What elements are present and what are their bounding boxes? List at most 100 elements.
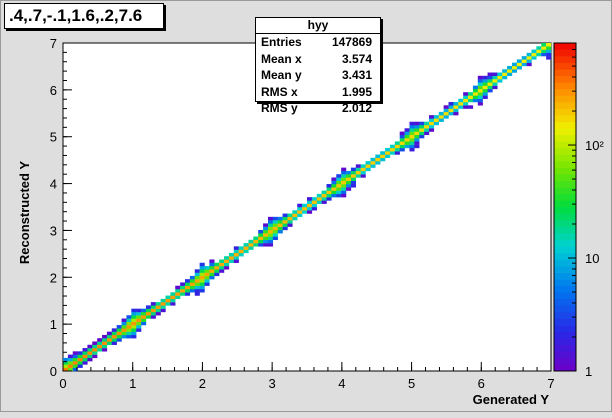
color-bar-swatch [554,95,576,103]
heatmap-cell [414,138,420,142]
heatmap-cell [126,321,132,326]
stats-value: 3.431 [341,68,372,82]
heatmap-cell [414,131,420,136]
heatmap-cell [219,266,225,270]
color-bar-swatch [554,213,576,221]
heatmap-cell [102,341,108,345]
heatmap-cell [546,43,552,47]
heatmap-cell [145,308,152,313]
heatmap-cell [453,111,459,116]
color-bar-swatch [554,56,576,63]
y-tick-label: 4 [50,177,57,192]
heatmap-cell [316,193,322,198]
heatmap-cell [258,229,264,234]
heatmap-cell [341,180,347,185]
y-tick-label: 0 [50,364,57,379]
heatmap-cell [492,85,498,90]
heatmap-cell [341,167,347,172]
heatmap-cell [331,177,337,181]
x-axis-label: Generated Y [473,392,550,407]
heatmap-cell [209,275,215,280]
heatmap-cell [145,311,152,316]
heatmap-cell [199,275,205,280]
color-bar-swatch [554,134,576,142]
heatmap-cell [458,102,464,106]
heatmap-cell [82,354,88,359]
heatmap-cell [409,125,415,129]
stats-label: Mean x [261,51,302,66]
heatmap-cell [92,341,98,345]
heatmap-cell [141,311,147,316]
heatmap-cell [487,85,493,90]
heatmap-cell [497,79,503,83]
heatmap-cell [463,95,469,99]
heatmap-cell [433,118,439,122]
heatmap-cell [409,121,415,126]
heatmap-cell [131,325,137,329]
heatmap-cell [453,108,459,113]
heatmap-cell [248,239,254,244]
heatmap-cell [536,49,542,54]
heatmap-cell [414,128,420,132]
heatmap-cell [536,52,542,57]
color-bar-swatch [554,226,576,234]
heatmap-cell [277,223,283,227]
heatmap-cell [194,279,200,283]
heatmap-cell [267,243,274,247]
heatmap-cell [341,187,347,191]
heatmap-cell [72,367,78,372]
heatmap-cell [341,190,347,195]
heatmap-cell [263,229,269,234]
color-bar-swatch [554,115,576,123]
heatmap-cell [311,207,317,211]
heatmap-cell [443,115,449,119]
heatmap-cell [204,269,210,273]
heatmap-cell [394,141,400,145]
heatmap-cell [180,292,186,296]
heatmap-cell [63,367,69,372]
heatmap-cell [404,144,410,149]
heatmap-cell [204,279,210,283]
heatmap-cell [331,190,337,195]
heatmap-cell [370,164,376,168]
heatmap-cell [360,174,366,178]
y-tick-label: 7 [50,36,57,51]
heatmap-cell [477,95,483,99]
heatmap-cell [404,141,410,145]
heatmap-cell [419,125,425,129]
stats-row: RMS y 2.012 [256,100,380,117]
heatmap-cell [97,338,103,342]
heatmap-cell [194,292,200,296]
heatmap-cell [272,229,278,234]
heatmap-cell [214,266,220,270]
heatmap-cell [106,341,112,345]
heatmap-cell [277,216,283,221]
heatmap-cell [111,341,117,345]
heatmap-cell [409,147,415,152]
heatmap-cell [131,311,137,316]
heatmap-cell [307,210,313,214]
heatmap-cell [355,170,361,175]
heatmap-cell [63,361,69,365]
color-bar-swatch [554,305,576,313]
heatmap-cell [282,223,288,227]
color-bar-swatch [554,121,576,129]
heatmap-cell [307,200,313,204]
heatmap-cell [233,256,239,260]
color-bar-swatch [554,147,576,155]
heatmap-cell [546,52,552,57]
color-bar-swatch [554,272,576,280]
y-axis: 0 1 2 3 4 5 6 7 [50,36,72,379]
heatmap-cell [424,128,430,132]
stats-name: hyy [256,18,380,34]
heatmap-cell [477,85,483,90]
heatmap-cell [199,269,205,273]
color-bar-swatch [554,82,576,90]
heatmap-cell [448,108,454,113]
heatmap-cell [482,88,488,93]
heatmap-cell [507,69,513,73]
heatmap-cell [180,289,186,293]
heatmap-cell [155,308,161,313]
heatmap-cell [516,65,522,70]
color-bar-swatch [554,344,576,352]
